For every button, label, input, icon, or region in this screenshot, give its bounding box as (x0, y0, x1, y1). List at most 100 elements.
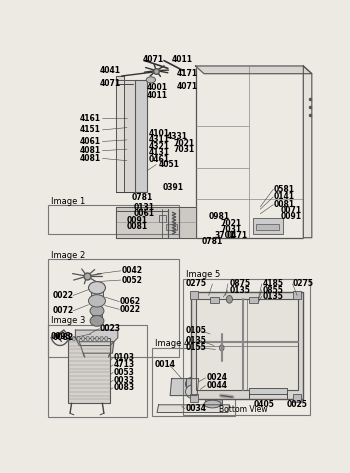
Polygon shape (303, 66, 312, 238)
Text: 4071: 4071 (100, 79, 121, 88)
Text: 0034: 0034 (186, 404, 206, 413)
Ellipse shape (146, 77, 155, 83)
Bar (48, 205, 179, 234)
Text: 4321: 4321 (148, 141, 169, 150)
Bar (48, 325, 147, 417)
Text: 0135: 0135 (262, 292, 284, 301)
Text: 0071: 0071 (280, 206, 301, 215)
Ellipse shape (100, 336, 103, 341)
Ellipse shape (91, 336, 94, 341)
Text: 0275: 0275 (186, 280, 206, 289)
Text: 4311: 4311 (148, 135, 169, 144)
Bar (205, 395, 222, 404)
Text: 0981: 0981 (209, 211, 230, 220)
Text: 4061: 4061 (79, 137, 100, 146)
Text: 0053: 0053 (114, 368, 135, 377)
Polygon shape (75, 330, 118, 345)
Text: 0131: 0131 (133, 203, 154, 212)
Text: 0781: 0781 (132, 193, 153, 202)
Text: 4101: 4101 (148, 129, 169, 138)
Text: 4331: 4331 (166, 132, 187, 141)
Text: 0855: 0855 (262, 286, 284, 295)
Ellipse shape (77, 336, 80, 341)
Bar (293, 394, 301, 402)
Ellipse shape (186, 377, 201, 391)
Text: 0405: 0405 (254, 400, 275, 409)
Text: 7021: 7021 (174, 139, 195, 148)
Bar (48, 259, 179, 357)
Bar (166, 224, 177, 230)
Text: 4001: 4001 (147, 83, 168, 92)
Bar (248, 297, 258, 303)
Text: 4131: 4131 (148, 148, 169, 157)
Text: 7021: 7021 (220, 219, 241, 228)
Text: 0014: 0014 (155, 360, 176, 369)
Text: 3701: 3701 (215, 231, 236, 240)
Text: 0155: 0155 (186, 343, 206, 352)
Bar (91, 284, 103, 301)
Text: 0025: 0025 (286, 400, 307, 409)
Text: 0033: 0033 (114, 376, 135, 385)
Text: 0082: 0082 (52, 333, 74, 342)
Bar (191, 292, 302, 399)
Bar (256, 224, 280, 230)
Text: 0081: 0081 (274, 200, 295, 209)
Polygon shape (196, 66, 312, 74)
Polygon shape (116, 207, 196, 238)
Text: 0581: 0581 (274, 184, 295, 194)
Bar (196, 299, 298, 390)
Bar (190, 394, 198, 402)
Text: 4011: 4011 (147, 91, 168, 100)
Text: 0024: 0024 (206, 373, 228, 382)
Bar (135, 80, 147, 192)
Bar (159, 215, 166, 222)
Ellipse shape (204, 392, 221, 399)
Text: 0042: 0042 (121, 266, 142, 275)
Bar (248, 388, 287, 394)
Text: 0103: 0103 (114, 352, 135, 361)
Polygon shape (79, 342, 114, 353)
Text: 0044: 0044 (206, 381, 228, 390)
Bar (196, 66, 303, 238)
Polygon shape (116, 76, 124, 192)
Text: 0391: 0391 (162, 183, 183, 192)
Ellipse shape (186, 385, 201, 399)
Text: 0135: 0135 (186, 336, 206, 345)
Text: 0461: 0461 (148, 155, 169, 164)
Text: 4051: 4051 (159, 160, 180, 169)
Text: 0781: 0781 (202, 237, 223, 246)
Bar (186, 378, 201, 392)
Text: 0061: 0061 (133, 210, 154, 219)
Text: 4185: 4185 (262, 280, 284, 289)
Ellipse shape (72, 336, 75, 341)
Text: Image 2: Image 2 (51, 251, 85, 260)
Text: 4071: 4071 (142, 54, 163, 63)
Text: 0135: 0135 (230, 286, 250, 295)
Text: 0141: 0141 (274, 193, 295, 201)
Text: 4071: 4071 (177, 81, 198, 90)
Text: Image 4: Image 4 (155, 340, 189, 349)
Text: 0105: 0105 (186, 325, 206, 334)
Polygon shape (116, 211, 168, 238)
Text: Image 1: Image 1 (51, 197, 85, 206)
Text: 4171: 4171 (177, 69, 198, 78)
Ellipse shape (105, 336, 108, 341)
Ellipse shape (86, 336, 89, 341)
Ellipse shape (96, 336, 99, 341)
Bar (183, 279, 309, 415)
Text: 0052: 0052 (121, 276, 142, 285)
Bar (190, 291, 198, 298)
Ellipse shape (68, 336, 71, 341)
Ellipse shape (226, 296, 232, 303)
Ellipse shape (82, 336, 85, 341)
Text: 4011: 4011 (172, 54, 193, 63)
Text: 0875: 0875 (230, 280, 251, 289)
Bar (210, 297, 219, 303)
Text: 0083: 0083 (114, 383, 135, 393)
Ellipse shape (89, 295, 105, 307)
Text: 7031: 7031 (174, 145, 195, 154)
Ellipse shape (90, 306, 104, 316)
Text: 4161: 4161 (79, 114, 100, 123)
Bar (92, 307, 102, 321)
Text: 4041: 4041 (100, 66, 121, 75)
